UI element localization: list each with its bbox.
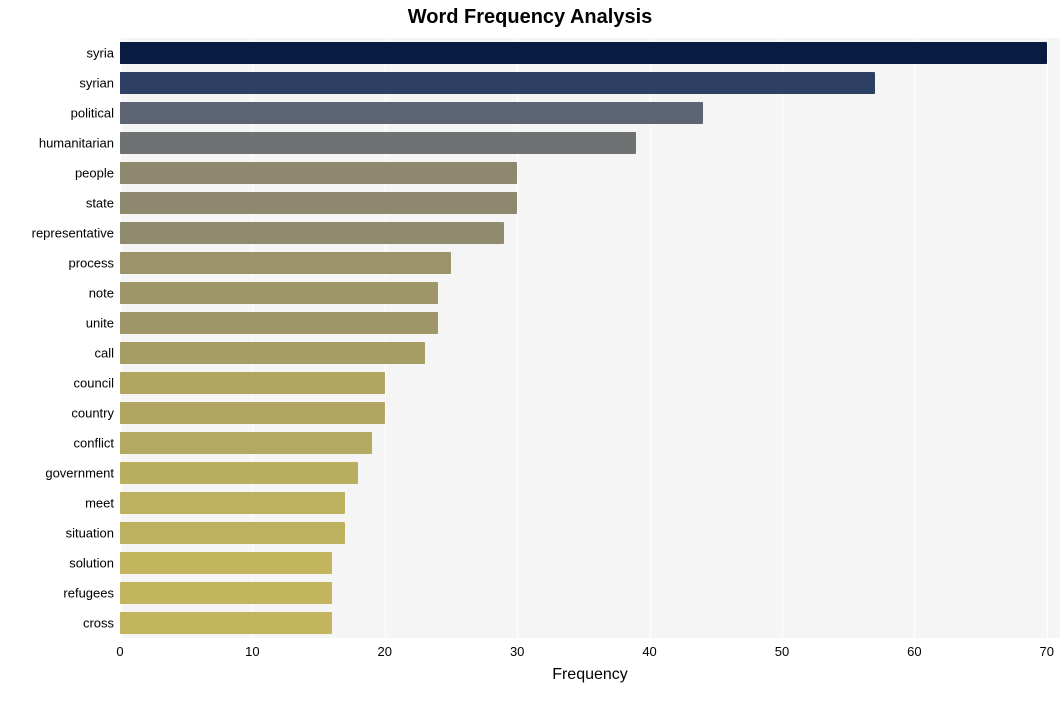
grid-line — [517, 38, 518, 638]
ytick-label: situation — [66, 527, 120, 540]
xtick-label: 0 — [116, 644, 123, 659]
grid-line — [385, 38, 386, 638]
bar-call — [120, 342, 425, 365]
ytick-label: process — [68, 257, 120, 270]
ytick-label: cross — [83, 617, 120, 630]
bar-solution — [120, 552, 332, 575]
bar-conflict — [120, 432, 372, 455]
ytick-label: syria — [87, 47, 120, 60]
ytick-label: unite — [86, 317, 120, 330]
bar-unite — [120, 312, 438, 335]
bar-council — [120, 372, 385, 395]
bar-cross — [120, 612, 332, 635]
ytick-label: state — [86, 197, 120, 210]
ytick-label: conflict — [74, 437, 120, 450]
bar-syria — [120, 42, 1047, 65]
bar-government — [120, 462, 358, 485]
bar-meet — [120, 492, 345, 515]
ytick-label: refugees — [63, 587, 120, 600]
plot-area: syriasyrianpoliticalhumanitarianpeoplest… — [120, 38, 1060, 638]
ytick-label: country — [71, 407, 120, 420]
bar-country — [120, 402, 385, 425]
ytick-label: representative — [32, 227, 120, 240]
bar-refugees — [120, 582, 332, 605]
xaxis-title: Frequency — [552, 666, 628, 684]
grid-line — [650, 38, 651, 638]
ytick-label: humanitarian — [39, 137, 120, 150]
bar-humanitarian — [120, 132, 636, 155]
ytick-label: call — [94, 347, 120, 360]
bar-state — [120, 192, 517, 215]
ytick-label: note — [89, 287, 120, 300]
bar-situation — [120, 522, 345, 545]
grid-line — [120, 38, 121, 638]
ytick-label: people — [75, 167, 120, 180]
xtick-label: 50 — [775, 644, 789, 659]
chart-title: Word Frequency Analysis — [0, 6, 1060, 29]
ytick-label: government — [45, 467, 120, 480]
chart-container: Word Frequency Analysis syriasyrianpolit… — [0, 0, 1060, 701]
grid-line — [252, 38, 253, 638]
xtick-label: 20 — [378, 644, 392, 659]
grid-line — [914, 38, 915, 638]
xtick-label: 60 — [907, 644, 921, 659]
bar-political — [120, 102, 703, 125]
ytick-label: council — [74, 377, 120, 390]
bar-note — [120, 282, 438, 305]
xtick-label: 70 — [1040, 644, 1054, 659]
ytick-label: meet — [85, 497, 120, 510]
ytick-label: syrian — [79, 77, 120, 90]
bar-process — [120, 252, 451, 275]
ytick-label: political — [71, 107, 120, 120]
ytick-label: solution — [69, 557, 120, 570]
grid-line — [782, 38, 783, 638]
xtick-label: 40 — [642, 644, 656, 659]
bar-people — [120, 162, 517, 185]
xtick-label: 30 — [510, 644, 524, 659]
bar-syrian — [120, 72, 875, 95]
xtick-label: 10 — [245, 644, 259, 659]
bar-representative — [120, 222, 504, 245]
grid-line — [1047, 38, 1048, 638]
